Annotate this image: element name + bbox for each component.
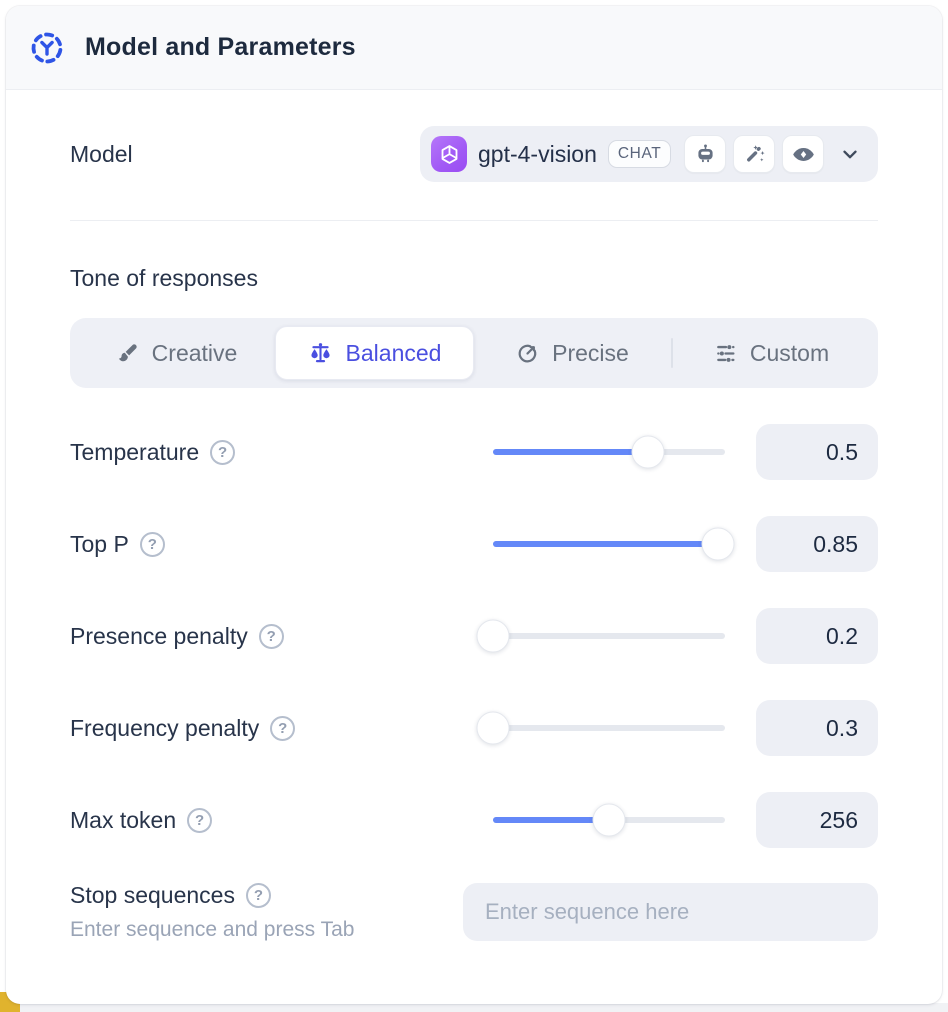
paintbrush-icon	[116, 342, 139, 365]
panel-title: Model and Parameters	[85, 33, 356, 61]
slider-fill	[493, 541, 719, 547]
tone-tab-balanced[interactable]: Balanced	[275, 326, 474, 380]
param-label: Temperature	[70, 438, 200, 465]
tone-tab-label: Balanced	[345, 339, 442, 366]
param-label: Max token	[70, 806, 177, 833]
help-icon[interactable]: ?	[187, 807, 213, 833]
presence-penalty-value[interactable]: 0.2	[756, 608, 878, 664]
param-row-top-p: Top P ? 0.85	[70, 516, 878, 572]
slider-fill	[493, 449, 649, 455]
target-icon	[516, 342, 539, 365]
temperature-value[interactable]: 0.5	[756, 424, 878, 480]
tab-separator	[671, 338, 673, 368]
slider-thumb[interactable]	[476, 619, 510, 653]
stop-sequences-row: Stop sequences ? Enter sequence and pres…	[70, 882, 878, 982]
robot-icon	[684, 135, 727, 173]
slider-thumb[interactable]	[592, 803, 626, 837]
panel-header: Model and Parameters	[6, 6, 942, 90]
help-icon[interactable]: ?	[210, 439, 236, 465]
stop-sequences-input[interactable]	[463, 883, 878, 941]
tone-tab-precise[interactable]: Precise	[474, 326, 671, 380]
max-token-slider[interactable]	[493, 803, 725, 837]
param-row-presence-penalty: Presence penalty ? 0.2	[70, 608, 878, 664]
stop-sequences-label: Stop sequences	[70, 882, 235, 908]
tone-tab-label: Custom	[749, 339, 830, 366]
tone-tab-label: Creative	[151, 339, 238, 366]
model-name: gpt-4-vision	[478, 140, 597, 167]
model-parameters-panel: Model and Parameters Model gpt-4-vision …	[6, 6, 942, 1004]
slider-fill	[493, 817, 609, 823]
model-label: Model	[70, 140, 133, 167]
tone-tab-creative[interactable]: Creative	[78, 326, 275, 380]
model-node-icon	[28, 29, 66, 67]
param-label: Frequency penalty	[70, 714, 260, 741]
tone-tab-bar: Creative Balanced	[70, 318, 878, 388]
param-row-frequency-penalty: Frequency penalty ? 0.3	[70, 700, 878, 756]
param-label: Top P	[70, 530, 129, 557]
param-label: Presence penalty	[70, 622, 248, 649]
model-row: Model gpt-4-vision CHAT	[70, 126, 878, 182]
top-p-slider[interactable]	[493, 527, 735, 561]
balance-scale-icon	[308, 341, 333, 366]
openai-logo	[431, 136, 467, 172]
help-icon[interactable]: ?	[270, 715, 296, 741]
help-icon[interactable]: ?	[139, 531, 165, 557]
tone-tab-label: Precise	[552, 339, 629, 366]
param-row-temperature: Temperature ? 0.5	[70, 424, 878, 480]
tone-heading: Tone of responses	[70, 265, 258, 291]
slider-thumb[interactable]	[476, 711, 510, 745]
vision-eye-icon	[782, 135, 825, 173]
tone-tab-custom[interactable]: Custom	[673, 326, 870, 380]
max-token-value[interactable]: 256	[756, 792, 878, 848]
section-divider	[70, 220, 878, 221]
model-capability-badges	[684, 135, 825, 173]
model-select-dropdown[interactable]: gpt-4-vision CHAT	[420, 126, 878, 182]
param-row-max-token: Max token ? 256	[70, 792, 878, 848]
magic-wand-icon	[733, 135, 776, 173]
sliders-icon	[714, 342, 737, 365]
presence-penalty-slider[interactable]	[476, 619, 725, 653]
frequency-penalty-slider[interactable]	[476, 711, 725, 745]
temperature-slider[interactable]	[493, 435, 725, 469]
stop-sequences-helper: Enter sequence and press Tab	[70, 918, 355, 941]
slider-thumb[interactable]	[631, 435, 665, 469]
model-type-badge: CHAT	[607, 140, 672, 168]
chevron-down-icon	[839, 143, 861, 165]
page-background-strip	[0, 1003, 948, 1012]
help-icon[interactable]: ?	[245, 883, 271, 908]
slider-thumb[interactable]	[701, 527, 735, 561]
top-p-value[interactable]: 0.85	[756, 516, 878, 572]
help-icon[interactable]: ?	[258, 623, 284, 649]
frequency-penalty-value[interactable]: 0.3	[756, 700, 878, 756]
